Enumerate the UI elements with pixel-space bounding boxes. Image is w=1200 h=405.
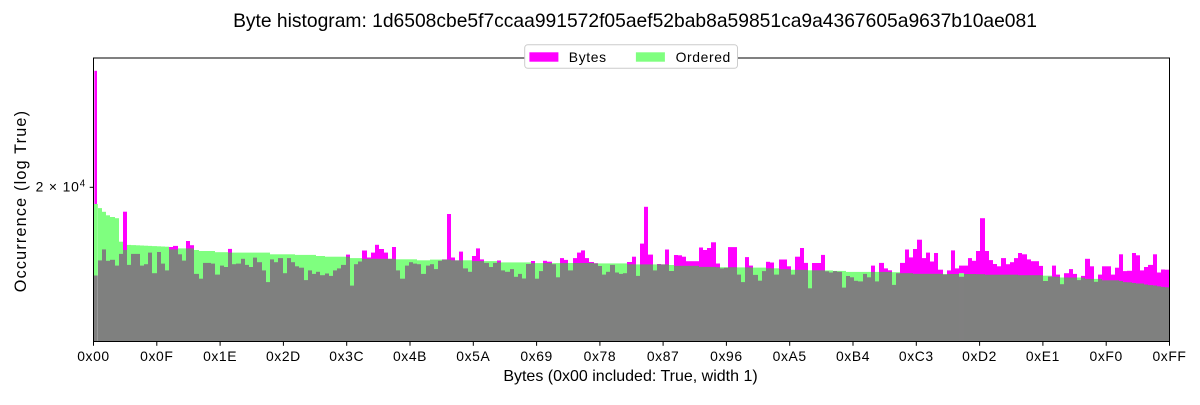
svg-text:0x2D: 0x2D — [266, 348, 301, 364]
svg-text:0x00: 0x00 — [77, 348, 110, 364]
svg-text:0x0F: 0x0F — [140, 348, 173, 364]
svg-text:0xD2: 0xD2 — [962, 348, 997, 364]
svg-text:Ordered: Ordered — [676, 49, 731, 65]
svg-text:0x3C: 0x3C — [329, 348, 364, 364]
svg-text:Byte histogram: 1d6508cbe5f7cc: Byte histogram: 1d6508cbe5f7ccaa991572f0… — [233, 11, 1037, 32]
svg-text:0xB4: 0xB4 — [836, 348, 870, 364]
svg-text:0x1E: 0x1E — [203, 348, 237, 364]
svg-text:0xFF: 0xFF — [1152, 348, 1186, 364]
svg-text:0xE1: 0xE1 — [1026, 348, 1060, 364]
svg-text:Occurrence (log True): Occurrence (log True) — [12, 110, 30, 292]
svg-text:0x69: 0x69 — [520, 348, 553, 364]
svg-text:0x78: 0x78 — [584, 348, 617, 364]
svg-text:0xC3: 0xC3 — [899, 348, 934, 364]
svg-text:0x96: 0x96 — [710, 348, 743, 364]
svg-text:0x4B: 0x4B — [393, 348, 427, 364]
svg-text:Bytes: Bytes — [569, 49, 607, 65]
svg-text:0xF0: 0xF0 — [1090, 348, 1123, 364]
svg-text:Bytes (0x00 included: True, wi: Bytes (0x00 included: True, width 1) — [503, 368, 757, 385]
svg-text:2 × 104: 2 × 104 — [36, 179, 86, 195]
svg-text:0xA5: 0xA5 — [773, 348, 807, 364]
svg-text:0x5A: 0x5A — [456, 348, 490, 364]
svg-text:0x87: 0x87 — [647, 348, 680, 364]
